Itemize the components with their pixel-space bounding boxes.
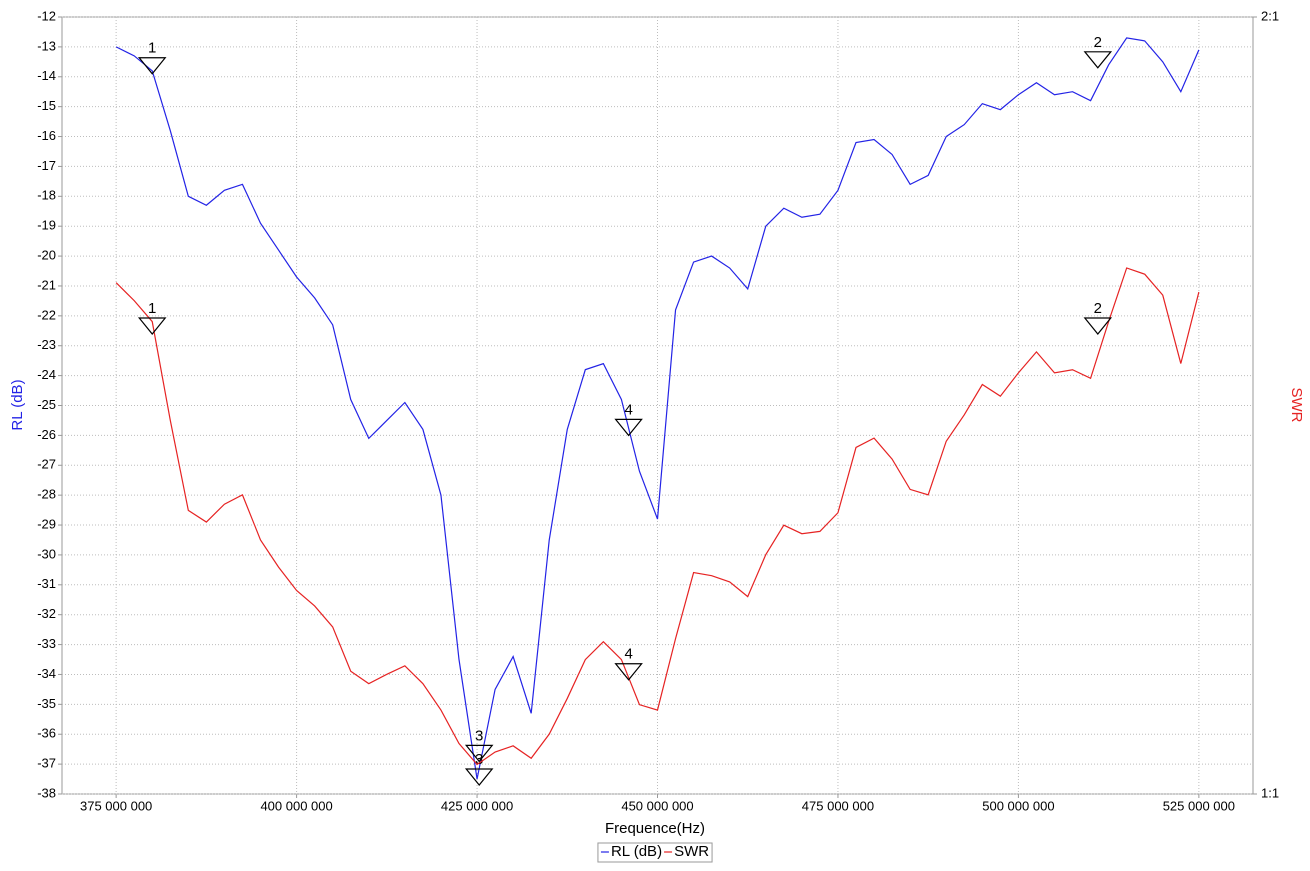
- y-tick-label: -16: [37, 128, 56, 143]
- y-tick-label: -17: [37, 158, 56, 173]
- y-tick-label: -26: [37, 427, 56, 442]
- marker-label: 4: [624, 401, 632, 418]
- x-tick-label: 450 000 000: [621, 798, 693, 813]
- y-tick-label: -30: [37, 546, 56, 561]
- legend-box: [597, 842, 713, 863]
- y-tick-label: -22: [37, 307, 56, 322]
- data-line: [115, 37, 1200, 780]
- data-line: [115, 267, 1200, 766]
- y-tick-label: -31: [37, 576, 56, 591]
- y-tick-label: -19: [37, 218, 56, 233]
- y-tick-label: -36: [37, 726, 56, 741]
- y-tick-label: -33: [37, 636, 56, 651]
- marker-label: 3: [475, 727, 483, 744]
- x-tick-label: 375 000 000: [80, 798, 152, 813]
- marker-label: 1: [148, 300, 156, 317]
- y-axis-label: RL (dB): [9, 379, 26, 430]
- y-tick-label: -15: [37, 98, 56, 113]
- y-tick-label: -21: [37, 277, 56, 292]
- legend-label: RL (dB): [611, 843, 662, 860]
- marker-label: 1: [148, 40, 156, 57]
- x-axis-label: Frequence(Hz): [605, 820, 705, 837]
- x-tick-label: 400 000 000: [260, 798, 332, 813]
- x-tick-label: 500 000 000: [982, 798, 1054, 813]
- y-tick-label: -25: [37, 397, 56, 412]
- y-tick-label: -37: [37, 756, 56, 771]
- y-tick-label: -29: [37, 516, 56, 531]
- y-tick-label: -14: [37, 68, 56, 83]
- y-tick-label: -12: [37, 8, 56, 23]
- x-tick-label: 475 000 000: [802, 798, 874, 813]
- y-tick-label: -38: [37, 785, 56, 800]
- legend-label: SWR: [674, 843, 709, 860]
- y-tick-label: -35: [37, 696, 56, 711]
- y-tick-label: -18: [37, 188, 56, 203]
- y-tick-label: -24: [37, 367, 56, 382]
- marker-label: 4: [624, 646, 632, 663]
- marker-triangle: [464, 768, 494, 786]
- marker-triangle: [614, 418, 643, 437]
- y-tick-label: -23: [37, 337, 56, 352]
- x-tick-label: 425 000 000: [441, 798, 513, 813]
- y-tick-label: -27: [37, 457, 56, 472]
- marker-triangle: [137, 317, 167, 335]
- y-tick-label: -34: [37, 666, 56, 681]
- marker-label: 2: [1094, 300, 1102, 317]
- y2-tick-label: 1:1: [1261, 785, 1279, 800]
- marker-triangle: [464, 744, 494, 763]
- y-tick-label: -13: [37, 38, 56, 53]
- x-tick-label: 525 000 000: [1163, 798, 1235, 813]
- y2-axis-label: SWR: [1288, 388, 1305, 423]
- y2-tick-label: 2:1: [1261, 8, 1279, 23]
- y-tick-label: -32: [37, 606, 56, 621]
- marker-triangle: [137, 57, 167, 75]
- marker-label: 2: [1094, 34, 1102, 51]
- marker-triangle: [614, 663, 643, 681]
- y-tick-label: -20: [37, 248, 56, 263]
- marker-triangle: [1083, 51, 1113, 69]
- y-tick-label: -28: [37, 487, 56, 502]
- marker-triangle: [1083, 317, 1113, 335]
- marker-label: 3: [475, 751, 483, 768]
